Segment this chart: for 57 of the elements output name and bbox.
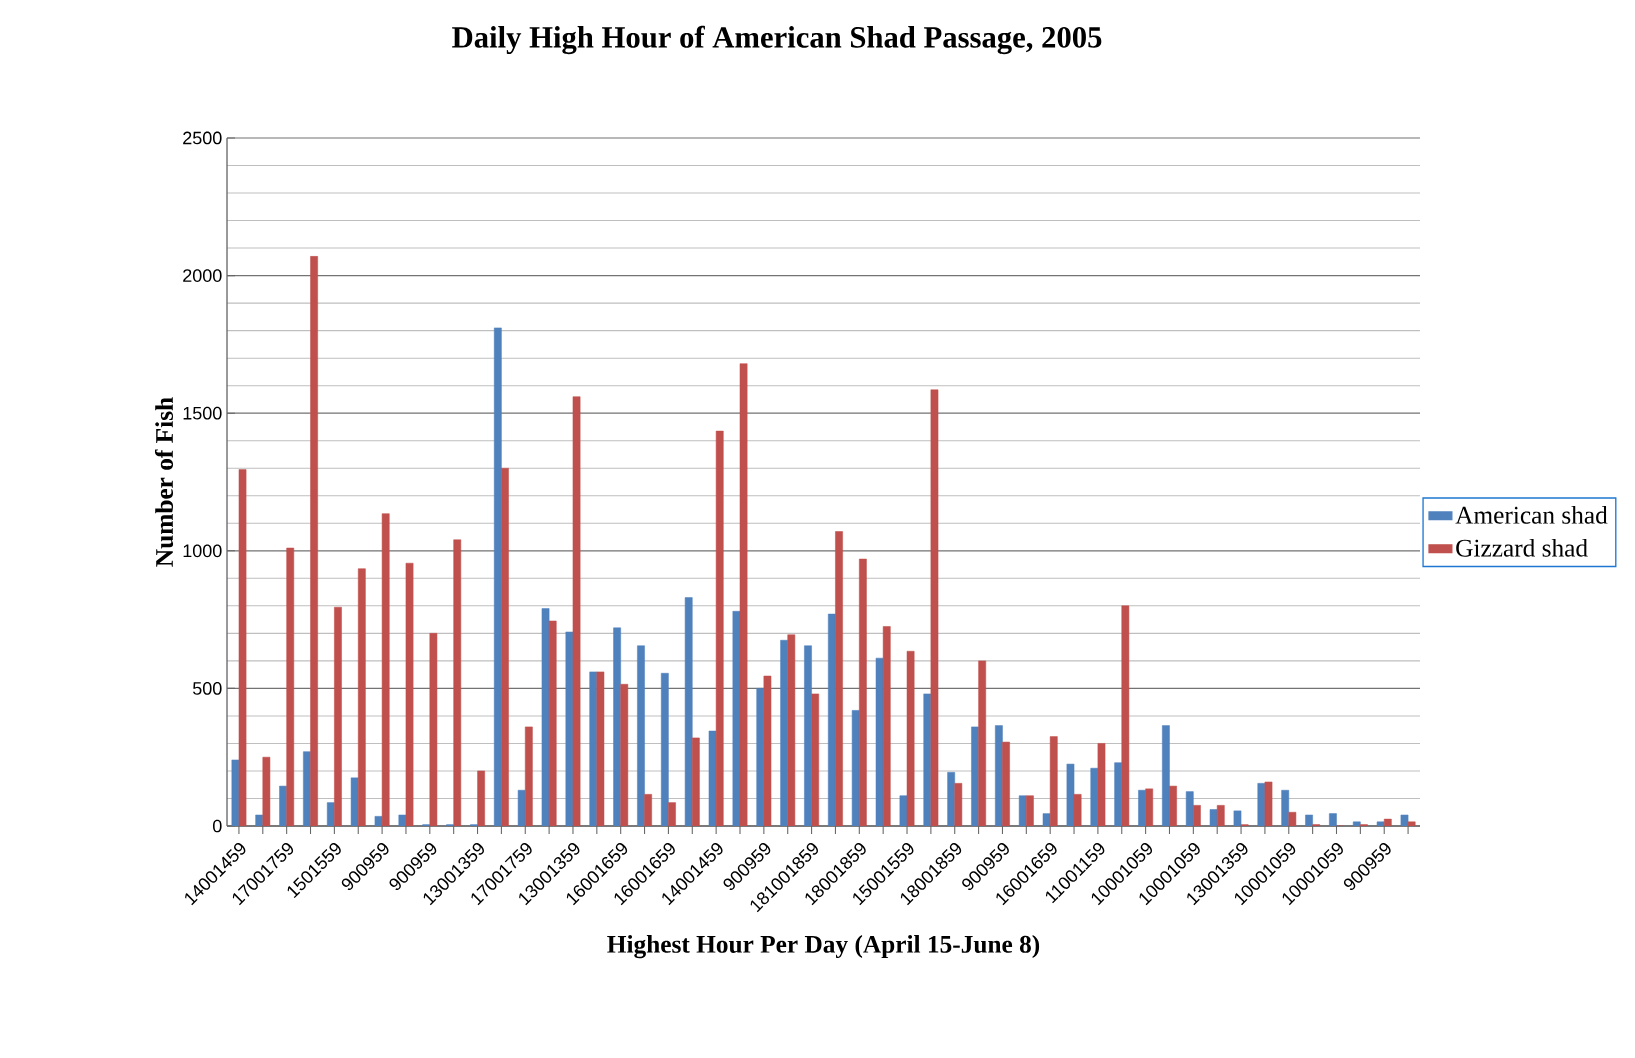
y-tick-label: 1000 [183,544,222,558]
bar [1073,794,1082,826]
bar [501,467,509,826]
bar [835,531,843,826]
bar [620,684,629,826]
y-axis-title: Number of Fish [154,397,174,567]
bar [1193,805,1201,826]
bar [859,558,867,826]
bar [238,469,247,826]
bar [524,726,533,826]
bar [811,693,819,826]
bar [739,363,748,826]
bar [357,568,366,826]
bar [930,389,939,826]
x-axis-title: Highest Hour Per Day (April 15-June 8) [607,935,1040,959]
y-tick-label: 2000 [183,269,222,282]
bar [1288,811,1297,826]
legend-label: American shad [1455,505,1608,524]
bar [906,650,915,826]
bar [596,671,605,826]
bar [381,513,390,826]
y-tick-label: 1500 [183,406,222,420]
bar [548,620,557,826]
bar [1264,781,1273,826]
bar [978,660,987,826]
bar [1121,605,1130,826]
bar [1145,788,1154,826]
bar [954,783,963,826]
bar [1216,805,1225,826]
bar [262,756,271,826]
bar [882,626,891,826]
bar [453,539,462,826]
bar [715,430,724,826]
bar [334,606,342,826]
bar [310,256,318,826]
bar [405,562,414,826]
bar [286,547,295,826]
bar [763,675,772,826]
bar [1002,741,1010,826]
bar [1049,736,1058,826]
bar [1407,821,1416,826]
bar [477,770,485,826]
bar [644,794,652,826]
bar [787,634,796,826]
chart-title: Daily High Hour of American Shad Passage, 2005 [452,25,1102,55]
legend-label: Gizzard shad [1456,538,1588,557]
bar [668,802,676,826]
bar [1383,818,1392,826]
bar [1169,785,1177,826]
bar [572,396,581,826]
y-tick-label: 0 [212,819,222,833]
y-tick-label: 2500 [183,131,222,145]
bar [1026,795,1034,826]
bar [692,737,700,826]
bar [1097,743,1106,826]
bar [429,633,438,826]
y-tick-label: 500 [192,682,222,695]
